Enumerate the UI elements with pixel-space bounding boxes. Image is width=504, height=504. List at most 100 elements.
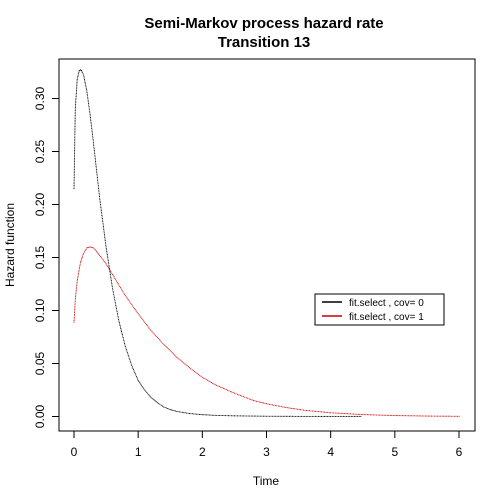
data-point [78, 71, 80, 73]
data-point [235, 415, 237, 417]
data-point [153, 399, 155, 401]
data-point [106, 250, 108, 253]
data-point [196, 372, 198, 375]
data-point [122, 291, 124, 293]
data-point [95, 165, 97, 167]
data-point [314, 415, 316, 417]
data-point [147, 393, 149, 395]
data-point [232, 392, 234, 394]
data-point [91, 247, 93, 249]
data-point [78, 269, 80, 271]
data-point [297, 408, 299, 410]
data-point [179, 359, 181, 361]
data-point [242, 396, 244, 398]
x-tick-label: 5 [391, 445, 398, 459]
data-point [227, 415, 230, 417]
data-point [144, 389, 146, 391]
data-point [99, 254, 101, 256]
data-point [173, 410, 175, 412]
data-point [74, 310, 76, 312]
data-point [103, 233, 105, 235]
data-point [129, 360, 131, 362]
data-point [117, 314, 119, 316]
legend-box [314, 293, 445, 326]
data-point [394, 415, 396, 417]
data-point [112, 275, 114, 277]
data-point [73, 161, 75, 163]
data-point [144, 390, 147, 392]
data-point [313, 410, 315, 412]
data-point [75, 99, 77, 101]
data-point [225, 389, 227, 391]
data-point [122, 337, 124, 339]
data-point [131, 365, 133, 367]
data-point [258, 401, 260, 403]
data-point [73, 186, 75, 188]
data-point [104, 236, 106, 239]
data-point [339, 415, 341, 418]
data-point [276, 405, 278, 407]
data-point [141, 317, 143, 320]
data-point [134, 373, 136, 375]
data-point [353, 415, 356, 418]
data-point [93, 146, 95, 148]
data-point [140, 384, 142, 386]
data-point [181, 411, 183, 413]
data-point [290, 415, 292, 417]
data-point [88, 104, 90, 106]
data-point [97, 184, 99, 186]
data-point [197, 373, 200, 375]
data-point [76, 80, 78, 82]
data-point [308, 410, 311, 412]
data-point [224, 388, 226, 390]
data-point [74, 137, 76, 139]
data-point [142, 319, 144, 321]
data-point [257, 401, 259, 403]
data-point [359, 413, 361, 415]
data-point [230, 415, 233, 417]
data-point [255, 415, 257, 417]
data-point [254, 400, 256, 402]
data-point [186, 365, 188, 367]
data-point [221, 387, 223, 389]
data-point [243, 415, 245, 417]
data-point [104, 262, 106, 264]
data-point [112, 289, 114, 291]
data-point [97, 183, 99, 185]
data-point [115, 279, 117, 281]
data-point [115, 308, 118, 310]
data-point [165, 345, 167, 348]
data-point [123, 341, 125, 343]
data-point [77, 73, 80, 75]
data-point [289, 407, 291, 409]
data-point [73, 321, 75, 323]
data-point [111, 283, 113, 285]
data-point [89, 110, 91, 112]
data-point [360, 415, 362, 418]
data-point [125, 347, 127, 349]
data-point [206, 414, 208, 416]
data-point [346, 413, 349, 415]
data-point [99, 203, 102, 205]
data-point [423, 415, 425, 417]
data-point [73, 168, 75, 171]
data-point [368, 414, 370, 416]
data-point [95, 164, 97, 166]
data-point [74, 133, 76, 136]
data-point [180, 411, 182, 413]
data-point [82, 254, 84, 256]
data-point [103, 227, 105, 229]
data-point [208, 414, 211, 416]
data-point [267, 415, 269, 417]
data-point [148, 327, 150, 329]
data-point [302, 415, 304, 417]
data-point [80, 259, 82, 261]
x-tick-label: 6 [456, 445, 463, 459]
data-point [85, 87, 87, 89]
data-point [168, 349, 170, 351]
y-tick-label: 0.30 [33, 86, 47, 110]
data-point [397, 415, 399, 417]
data-point [83, 78, 86, 81]
data-point [258, 415, 260, 417]
data-point [444, 415, 446, 417]
